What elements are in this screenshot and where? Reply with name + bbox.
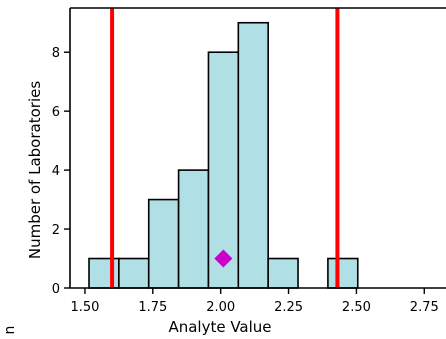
histogram-bar-8 [327, 257, 359, 289]
histogram-bar-5 [237, 21, 269, 289]
y-tick-label-1: 2 [52, 223, 60, 238]
cut-off-text-fragment: n [2, 326, 18, 335]
y-tick-label-2: 4 [52, 164, 60, 179]
histogram-bar-0 [88, 257, 120, 289]
y-tick-label-0: 0 [52, 282, 60, 297]
mean-marker [214, 249, 233, 268]
histogram-bar-6 [267, 257, 299, 289]
x-tick-label-2: 2.00 [206, 300, 235, 315]
y-tick-label-3: 6 [52, 105, 60, 120]
x-tick-label-5: 2.75 [410, 300, 439, 315]
marker-layer [214, 249, 233, 268]
x-tick-label-4: 2.50 [342, 300, 371, 315]
histogram-bar-4 [207, 51, 240, 289]
x-tick-label-1: 1.75 [138, 300, 167, 315]
x-axis-label: Analyte Value [168, 318, 271, 336]
x-tick-label-3: 2.25 [274, 300, 303, 315]
bars-layer [88, 21, 359, 289]
histogram-bar-3 [177, 169, 210, 289]
ticks-layer: 1.50 1.75 2.00 2.25 2.50 2.75 0 2 4 6 8 [52, 46, 439, 315]
histogram-bar-1 [118, 257, 150, 289]
x-tick-label-0: 1.50 [70, 300, 99, 315]
lines-layer [110, 8, 340, 288]
histogram-bar-2 [147, 198, 180, 289]
axes-layer [69, 7, 446, 289]
y-axis-label: Number of Laboratories [26, 81, 44, 259]
y-tick-label-4: 8 [52, 46, 60, 61]
